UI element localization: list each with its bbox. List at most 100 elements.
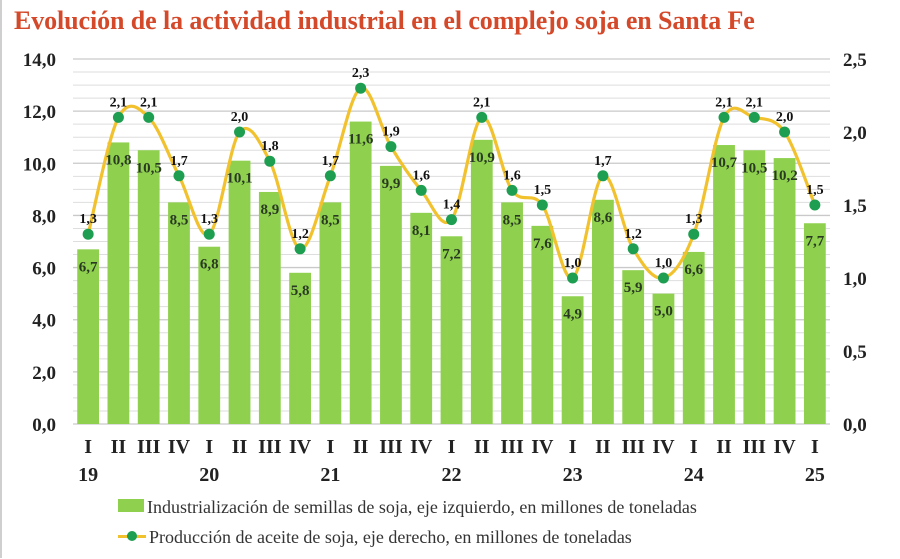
line-value-label: 1,8 <box>261 139 279 154</box>
x-quarter-label: IV <box>289 436 312 458</box>
bar <box>77 249 100 424</box>
line-value-label: 1,3 <box>201 212 219 227</box>
line-value-label: 2,0 <box>231 110 249 125</box>
bar <box>501 202 523 424</box>
y-left-tick-label: 2,0 <box>32 363 56 384</box>
bar <box>380 165 402 424</box>
line-value-label: 1,0 <box>655 256 673 271</box>
bar-value-label: 8,9 <box>260 202 279 218</box>
x-year-label: 23 <box>563 464 583 486</box>
bar <box>137 150 160 424</box>
bar-value-label: 5,9 <box>624 280 643 296</box>
line-point <box>748 111 760 123</box>
x-year-label: 22 <box>442 464 462 486</box>
line-value-label: 1,5 <box>534 183 552 198</box>
bar <box>470 139 493 425</box>
x-year-label: 25 <box>805 464 825 486</box>
bar <box>168 202 190 424</box>
bar <box>682 251 705 424</box>
x-quarter-label: IV <box>531 436 554 458</box>
bar-value-label: 8,5 <box>321 212 340 228</box>
x-quarter-label: I <box>205 436 213 458</box>
x-quarter-label: II <box>595 436 611 458</box>
line-point <box>112 111 124 123</box>
bar <box>289 272 312 424</box>
line-value-label: 2,1 <box>140 95 158 110</box>
x-quarter-label: IV <box>773 436 796 458</box>
bar-value-label: 10,9 <box>469 150 495 166</box>
line-value-label: 1,2 <box>291 227 309 242</box>
bar-value-label: 5,0 <box>654 304 673 320</box>
x-year-label: 20 <box>199 464 219 486</box>
bar-value-label: 4,9 <box>563 306 582 322</box>
bar <box>591 199 614 424</box>
bar-value-label: 6,8 <box>200 257 219 273</box>
line-value-label: 1,6 <box>503 168 521 183</box>
bar <box>713 145 735 425</box>
line-point <box>718 111 730 123</box>
bar-value-label: 6,7 <box>79 259 98 275</box>
y-right-tick-label: 0,0 <box>843 415 867 436</box>
y-left-tick-label: 8,0 <box>32 206 56 227</box>
bar-value-label: 10,5 <box>136 160 162 176</box>
line-value-label: 1,2 <box>624 227 642 242</box>
legend-item-bars: Industrialización de semillas de soja, e… <box>118 497 818 518</box>
x-quarter-label: III <box>258 436 282 458</box>
y-left-tick-label: 10,0 <box>23 154 56 175</box>
line-value-label: 1,0 <box>564 256 582 271</box>
line-point <box>355 82 367 94</box>
x-quarter-label: II <box>716 436 732 458</box>
x-year-label: 19 <box>78 464 98 486</box>
x-quarter-label: III <box>379 436 403 458</box>
line-point <box>809 199 821 211</box>
line-point <box>415 184 427 196</box>
y-right-tick-label: 0,5 <box>843 342 867 363</box>
x-quarter-label: I <box>569 436 577 458</box>
line-value-label: 1,3 <box>685 212 703 227</box>
line-point <box>567 272 579 284</box>
x-year-label: 24 <box>684 464 704 486</box>
bar <box>743 150 766 424</box>
line-markers <box>82 82 821 284</box>
line-point <box>627 243 639 255</box>
legend-item-line: Producción de aceite de soja, eje derech… <box>118 527 818 548</box>
bar-value-label: 8,5 <box>170 212 189 228</box>
line-point <box>476 111 488 123</box>
bar-value-label: 7,2 <box>442 246 461 262</box>
bar <box>803 223 826 424</box>
x-quarter-label: IV <box>652 436 675 458</box>
y-right-tick-label: 2,5 <box>843 50 867 71</box>
bar <box>531 225 554 424</box>
x-quarter-label: III <box>622 436 646 458</box>
y-left-tick-label: 6,0 <box>32 259 56 280</box>
x-quarter-label: II <box>474 436 490 458</box>
bar-value-label: 5,8 <box>291 283 310 299</box>
line-point <box>234 126 246 138</box>
line-point <box>688 228 700 240</box>
x-quarter-label: III <box>137 436 161 458</box>
data-labels: 6,7 10,8 10,5 8,5 6,8 10,1 8,9 5,8 8,5 11,6 9,9 8,1… <box>79 66 825 322</box>
bar <box>410 212 433 424</box>
line-value-label: 1,5 <box>806 183 824 198</box>
x-year-label: 21 <box>320 464 340 486</box>
line-value-label: 2,1 <box>110 95 128 110</box>
line-point <box>385 141 397 153</box>
line-value-label: 2,1 <box>715 95 733 110</box>
x-quarter-label: II <box>353 436 369 458</box>
line-value-label: 1,4 <box>443 198 461 213</box>
line-point <box>173 170 185 182</box>
bar-value-label: 10,7 <box>711 155 738 171</box>
bar-value-label: 10,1 <box>226 171 252 187</box>
y-left-tick-label: 12,0 <box>23 102 56 123</box>
line-point <box>82 228 94 240</box>
legend-line-marker-icon <box>118 530 146 543</box>
x-quarter-label: III <box>500 436 524 458</box>
x-quarter-label: IV <box>410 436 433 458</box>
line-value-label: 1,7 <box>594 154 612 169</box>
bar <box>652 293 675 424</box>
legend-bar-swatch-icon <box>118 499 144 512</box>
x-quarter-label: II <box>111 436 127 458</box>
x-quarter-label: II <box>232 436 248 458</box>
